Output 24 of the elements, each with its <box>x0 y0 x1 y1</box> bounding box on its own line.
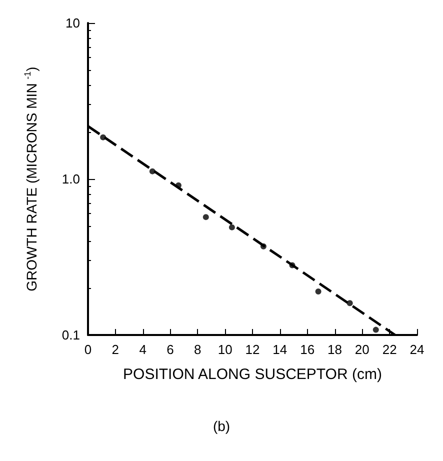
point <box>346 300 353 306</box>
x-tick-label: 4 <box>139 342 146 357</box>
point <box>202 214 209 220</box>
point <box>228 224 235 230</box>
x-tick-label: 16 <box>300 342 315 357</box>
x-tick-label: 2 <box>112 342 120 357</box>
point <box>315 288 322 295</box>
x-axis-title: POSITION ALONG SUSCEPTOR (cm) <box>123 366 382 383</box>
x-tick-label: 18 <box>328 342 342 357</box>
x-tick-label: 24 <box>410 342 424 357</box>
x-tick-label: 0 <box>84 342 92 357</box>
x-tick-label: 20 <box>354 342 370 357</box>
x-tick-label: 6 <box>166 342 174 357</box>
y-tick-label: 10 <box>66 16 80 30</box>
y-tick-label: 1.0 <box>62 172 80 186</box>
x-tick-label: 8 <box>194 342 202 357</box>
y-axis-title: GROWTH RATE (MICRONS MIN -1) <box>22 66 40 292</box>
text: (b) <box>212 418 230 434</box>
x-tick-label: 14 <box>272 342 288 357</box>
y-tick-label: 0.1 <box>62 328 80 342</box>
x-tick-label: 12 <box>245 342 260 357</box>
point <box>372 326 379 333</box>
x-tick-label: 22 <box>382 342 397 357</box>
x-tick-label: 10 <box>218 342 232 357</box>
